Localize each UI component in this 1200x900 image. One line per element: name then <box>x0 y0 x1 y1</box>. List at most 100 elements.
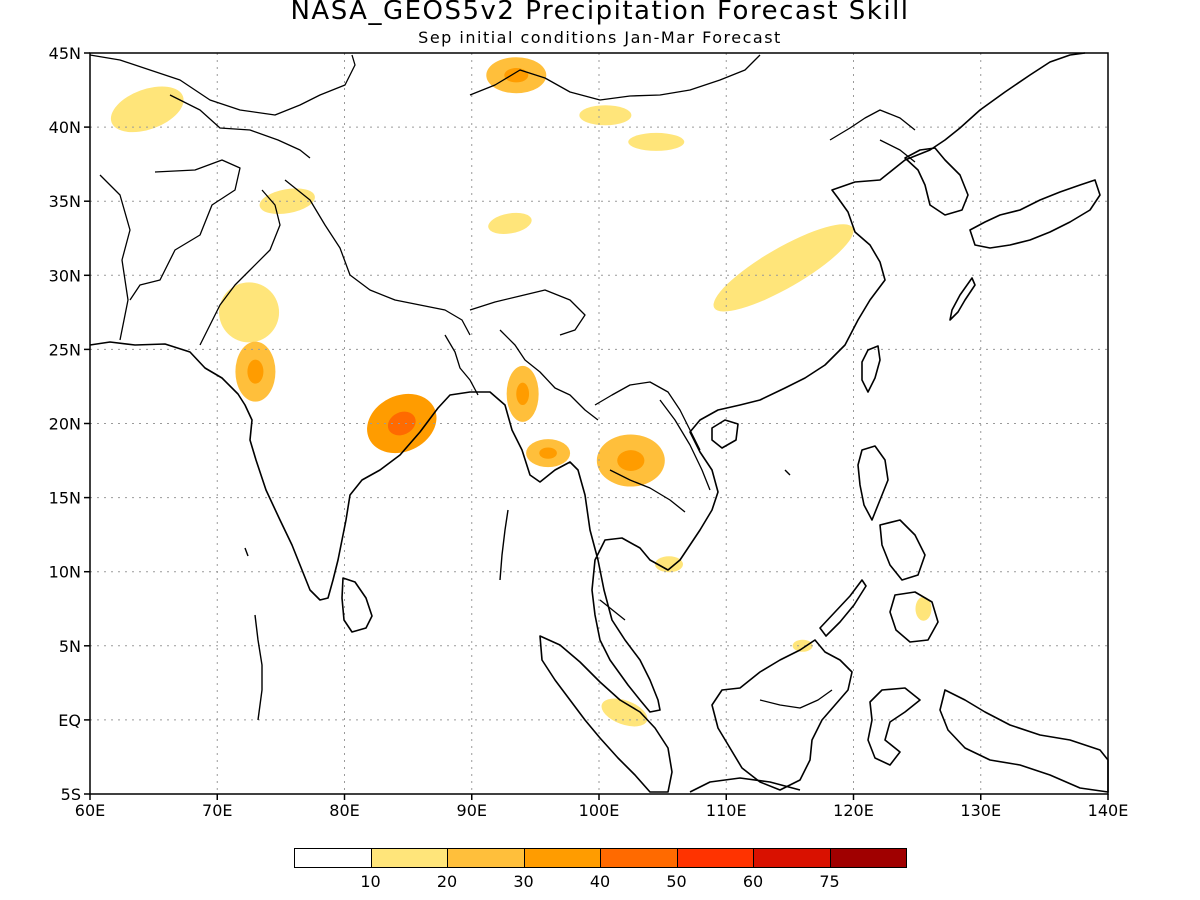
y-tick-label: 20N <box>49 415 81 434</box>
colorbar-swatch <box>294 848 372 868</box>
map-axes <box>89 52 1109 795</box>
iran-afghan-border <box>99 174 131 341</box>
x-tick-label: 60E <box>75 801 105 820</box>
andaman-islands <box>499 509 509 581</box>
korea-coastline <box>904 147 969 216</box>
axis-tick-labels: 60E 70E 80E 90E 100E 110E 120E 130E 140E 45N 40N 35… <box>49 44 1129 820</box>
india-bangla-border <box>444 334 479 396</box>
y-tick-label: 30N <box>49 266 81 285</box>
india-china-east-border <box>469 289 586 336</box>
y-tick-label: 10N <box>49 563 81 582</box>
skill-region-gobi <box>628 132 685 151</box>
colorbar-label: 75 <box>819 872 840 891</box>
x-tick-label: 130E <box>960 801 1001 820</box>
taiwan-coastline <box>861 345 881 393</box>
x-tick-label: 90E <box>457 801 487 820</box>
russia-china-border <box>829 109 916 141</box>
thai-cambodia-border <box>609 469 686 513</box>
colorbar-swatch <box>676 848 754 868</box>
colorbar-label: 50 <box>666 872 687 891</box>
colorbar-label: 30 <box>513 872 534 891</box>
java-coastline <box>689 777 801 793</box>
skill-region-afghanistan-north <box>110 86 184 133</box>
colorbar-label: 20 <box>436 872 458 891</box>
skill-colorbar <box>294 848 907 870</box>
skill-region-sumatra-malaya <box>601 698 648 727</box>
skill-region-core-thailand-laos <box>617 450 645 471</box>
skill-region-tarim <box>579 105 632 126</box>
mongolia-china-border <box>469 54 761 101</box>
skill-fill-layer <box>110 57 932 727</box>
pak-india-border <box>199 189 281 346</box>
y-tick-label: 35N <box>49 192 81 211</box>
x-tick-label: 110E <box>706 801 747 820</box>
mainland-coastline <box>89 52 1086 713</box>
sri-lanka-coastline <box>341 577 373 633</box>
y-tick-label: 25N <box>49 340 81 359</box>
kazakh-kyrgyz-border <box>169 94 311 159</box>
thai-laos-border <box>594 381 701 451</box>
luzon-coastline <box>857 445 889 521</box>
borneo-coastline <box>711 639 853 791</box>
colorbar-label: 60 <box>742 872 764 891</box>
chart-title: NASA_GEOS5v2 Precipitation Forecast Skil… <box>290 0 910 26</box>
sulawesi-coastline <box>867 687 921 766</box>
visayas-coastline <box>879 519 926 581</box>
skill-region-core-gujarat <box>247 359 264 384</box>
y-tick-label: 40N <box>49 118 81 137</box>
malaysia-thai-border <box>599 599 626 621</box>
map-frame <box>89 52 1109 795</box>
axis-ticks <box>84 52 1109 800</box>
colorbar-swatch <box>753 848 831 868</box>
skill-region-core-odisha <box>387 411 416 436</box>
japan-coastline <box>969 179 1101 249</box>
y-tick-label: 45N <box>49 44 81 63</box>
skill-region-mindanao <box>915 596 932 621</box>
colorbar-swatch <box>600 848 678 868</box>
y-tick-label: EQ <box>58 711 81 730</box>
skill-region-borneo-north <box>792 639 813 652</box>
east-indonesia-coastline <box>939 689 1109 793</box>
colorbar-swatch <box>370 848 448 868</box>
colorbar-swatch <box>447 848 525 868</box>
myanmar-border <box>499 329 599 421</box>
chart-subtitle: Sep initial conditions Jan-Mar Forecast <box>418 28 782 47</box>
central-asia-border <box>89 54 356 116</box>
sumatra-coastline <box>539 635 673 793</box>
skill-region-core-myanmar-south <box>539 447 557 459</box>
x-tick-label: 120E <box>833 801 874 820</box>
y-tick-label: 15N <box>49 489 81 508</box>
country-border-layer <box>89 54 916 709</box>
colorbar-label: 10 <box>360 872 381 891</box>
coastline-layer <box>89 52 1109 793</box>
maldives-islands <box>254 614 263 721</box>
map-gridlines <box>90 53 1108 794</box>
vietnam-laos-border <box>659 399 711 491</box>
x-tick-label: 140E <box>1088 801 1129 820</box>
skill-region-central-china-band <box>713 224 854 312</box>
hainan-coastline <box>711 419 739 449</box>
small-islands-layer <box>244 469 791 721</box>
india-nepal-china-border <box>284 179 471 336</box>
china-korea-border <box>879 139 916 163</box>
lakshadweep-islands <box>244 547 249 557</box>
colorbar-label: 40 <box>589 872 611 891</box>
skill-region-cambodia-coast <box>654 556 683 573</box>
afghan-pak-border <box>129 159 241 301</box>
mindanao-coastline <box>889 591 939 643</box>
paracel-islands <box>784 469 791 476</box>
borneo-border <box>759 689 833 709</box>
colorbar-swatch <box>829 848 907 868</box>
x-tick-label: 100E <box>579 801 620 820</box>
skill-region-rajasthan <box>219 282 280 343</box>
skill-region-core-myanmar-west <box>516 382 530 406</box>
skill-region-tibet <box>488 212 532 234</box>
y-tick-label: 5N <box>59 637 81 656</box>
x-tick-label: 80E <box>329 801 359 820</box>
palawan-coastline <box>819 579 867 637</box>
skill-region-core-xinjiang <box>504 68 529 83</box>
japan-south-islands <box>949 277 976 321</box>
y-tick-label: 5S <box>61 785 81 804</box>
colorbar-swatch <box>523 848 601 868</box>
